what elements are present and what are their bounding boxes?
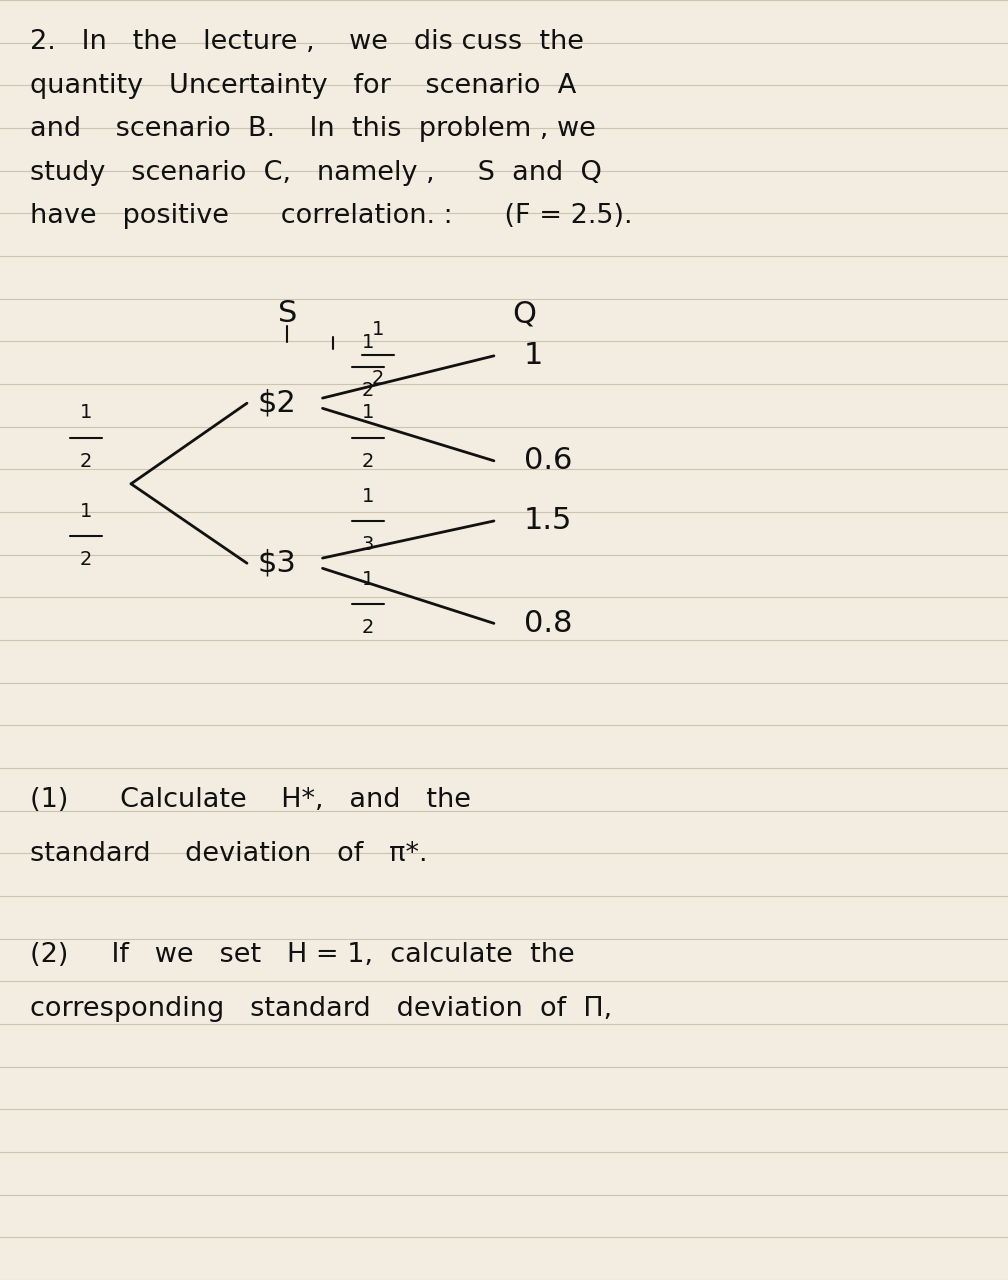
Text: S: S — [277, 300, 297, 328]
Text: and    scenario  B.    In  this  problem , we: and scenario B. In this problem , we — [30, 116, 596, 142]
Text: 1: 1 — [524, 342, 543, 370]
Text: 1: 1 — [362, 486, 374, 506]
Text: 1: 1 — [372, 320, 384, 339]
Text: (1)      Calculate    H*,   and   the: (1) Calculate H*, and the — [30, 787, 471, 813]
Text: study   scenario  C,   namely ,     S  and  Q: study scenario C, namely , S and Q — [30, 160, 602, 186]
Text: Q: Q — [512, 300, 536, 328]
Text: 3: 3 — [362, 535, 374, 554]
Text: 1: 1 — [362, 333, 374, 352]
Text: 2: 2 — [362, 381, 374, 401]
Text: 1: 1 — [362, 570, 374, 589]
Text: 2: 2 — [80, 452, 92, 471]
Text: 2: 2 — [362, 618, 374, 637]
Text: 0.8: 0.8 — [524, 609, 573, 637]
Text: 1: 1 — [362, 403, 374, 422]
Text: 2.   In   the   lecture ,    we   dis cuss  the: 2. In the lecture , we dis cuss the — [30, 29, 585, 55]
Text: 1: 1 — [80, 502, 92, 521]
Text: 2: 2 — [362, 452, 374, 471]
Text: 0.6: 0.6 — [524, 447, 573, 475]
Text: $3: $3 — [257, 549, 296, 577]
Text: (2)     If   we   set   H = 1,  calculate  the: (2) If we set H = 1, calculate the — [30, 942, 575, 968]
Text: 1: 1 — [80, 403, 92, 422]
Text: corresponding   standard   deviation  of  Π,: corresponding standard deviation of Π, — [30, 996, 613, 1021]
Text: $2: $2 — [257, 389, 295, 417]
Text: 2: 2 — [80, 550, 92, 570]
Text: 2: 2 — [372, 369, 384, 388]
Text: 1.5: 1.5 — [524, 507, 573, 535]
Text: have   positive      correlation. :      (F = 2.5).: have positive correlation. : (F = 2.5). — [30, 204, 633, 229]
Text: quantity   Uncertainty   for    scenario  A: quantity Uncertainty for scenario A — [30, 73, 577, 99]
Text: standard    deviation   of   π*.: standard deviation of π*. — [30, 841, 427, 867]
